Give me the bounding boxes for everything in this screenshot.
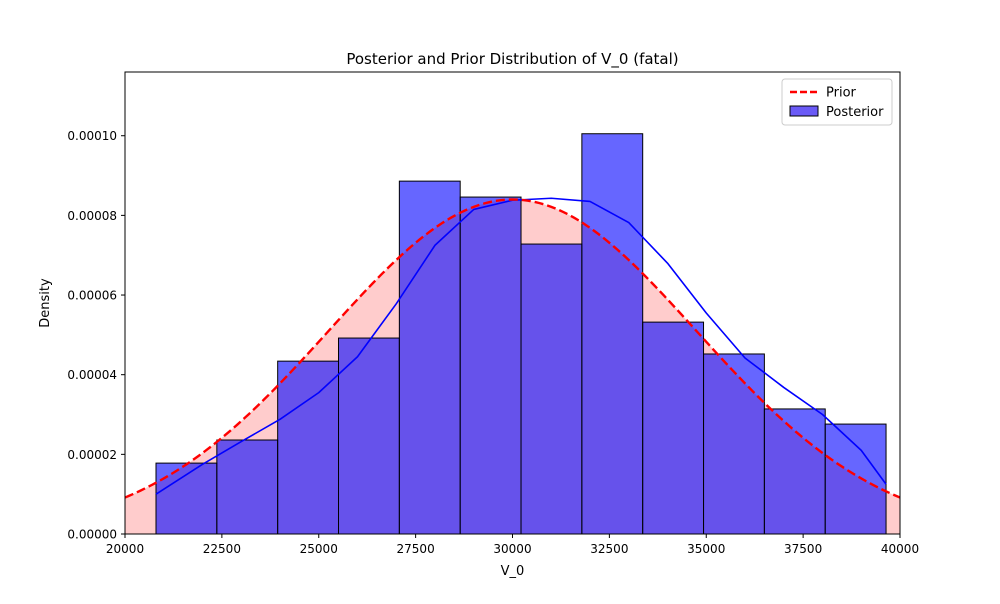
posterior-bar [338, 337, 400, 534]
y-tick-label: 0.00000 [67, 528, 117, 542]
posterior-bar [520, 243, 583, 534]
prior-dashed-line [125, 198, 900, 499]
x-tick-label: 22500 [203, 542, 241, 556]
x-tick-label: 40000 [881, 542, 919, 556]
posterior-bar [398, 180, 461, 534]
x-tick-label: 20000 [106, 542, 144, 556]
y-tick-label: 0.00004 [67, 368, 117, 382]
posterior-bar [277, 360, 340, 534]
y-tick-label: 0.00008 [67, 209, 117, 223]
x-tick-label: 35000 [687, 542, 725, 556]
y-tick-label: 0.00006 [67, 289, 117, 303]
x-tick-label: 30000 [493, 542, 531, 556]
posterior-bar [459, 196, 522, 534]
legend-posterior-swatch [789, 105, 819, 117]
posterior-bar [642, 321, 705, 534]
x-tick-label: 27500 [397, 542, 435, 556]
posterior-bar [703, 353, 765, 534]
legend-posterior-label: Posterior [826, 105, 884, 120]
x-axis-label: V_0 [501, 564, 525, 579]
posterior-bar [763, 408, 826, 534]
chart-title: Posterior and Prior Distribution of V_0 … [346, 50, 678, 69]
y-tick-label: 0.00010 [67, 129, 117, 143]
posterior-bar [216, 439, 279, 534]
posterior-kde-line [155, 197, 887, 495]
x-tick-label: 32500 [590, 542, 628, 556]
y-axis-label: Density [38, 278, 53, 328]
y-tick-label: 0.00002 [67, 448, 117, 462]
legend-prior-label: Prior [826, 86, 857, 101]
x-tick-label: 37500 [784, 542, 822, 556]
posterior-bar [581, 133, 644, 534]
x-tick-label: 25000 [300, 542, 338, 556]
posterior-bar [824, 423, 887, 534]
